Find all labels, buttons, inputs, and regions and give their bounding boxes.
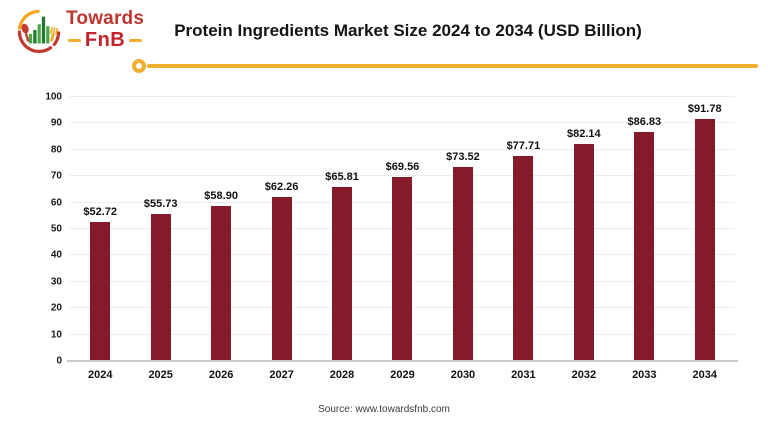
bar-value-label: $82.14	[567, 128, 601, 141]
y-axis-tick-label: 80	[50, 144, 62, 156]
divider-ring-icon	[132, 59, 146, 73]
bar-column-2025: $55.73	[130, 97, 190, 361]
x-axis-labels: 2024 2025 2026 2027 2028 2029 2030 2031 2032 2033…	[70, 369, 735, 381]
brand-dash-left	[67, 38, 81, 42]
x-axis-tick-label: 2027	[269, 369, 294, 381]
bar-column-2031: $77.71	[493, 97, 553, 361]
y-axis-tick-label: 50	[50, 223, 62, 235]
bar-column-2034: $91.78	[675, 97, 735, 361]
bar-column-2030: $73.52	[433, 97, 493, 361]
brand-name: Towards FnB	[66, 8, 144, 50]
y-axis-tick-label: 60	[50, 197, 62, 209]
bar	[573, 144, 594, 361]
y-axis-tick-label: 100	[45, 91, 62, 103]
y-axis-tick-label: 0	[56, 355, 62, 367]
fnb-emblem-icon	[17, 9, 61, 53]
bar-value-label: $69.56	[385, 161, 420, 174]
bar	[90, 221, 111, 361]
bar-column-2033: $86.83	[614, 97, 674, 361]
x-axis-tick-label: 2029	[390, 369, 415, 381]
x-axis-tick-label: 2024	[87, 369, 113, 381]
source-note: Source: www.towardsfnb.com	[318, 404, 450, 415]
brand-name-fnb: FnB	[84, 29, 126, 51]
gridline	[70, 175, 735, 177]
bar	[694, 118, 715, 361]
bar-value-label: $91.78	[687, 102, 722, 115]
y-axis: 0 10 20 30 40 50 60 70 80 90 100	[0, 92, 62, 367]
bar-value-label: $77.71	[506, 139, 541, 152]
bar-value-label: $52.72	[83, 205, 118, 218]
bar-column-2028: $65.81	[312, 97, 372, 361]
y-axis-tick-label: 70	[50, 170, 62, 182]
divider-line	[147, 64, 758, 68]
bar-value-label: $58.90	[204, 189, 238, 202]
y-axis-tick-label: 90	[50, 117, 62, 129]
plot-area: $52.72 $55.73 $58.90 $62.26 $65.81 $69.56 $73.…	[67, 96, 738, 362]
y-axis-tick-label: 20	[50, 302, 62, 314]
y-axis-tick-label: 10	[50, 329, 62, 341]
y-axis-tick-label: 40	[50, 249, 62, 261]
x-axis-tick-label: 2030	[450, 369, 476, 381]
brand-name-towards: Towards	[66, 8, 145, 29]
bar-value-label: $55.73	[143, 197, 178, 210]
x-axis-tick-label: 2032	[571, 369, 597, 381]
x-axis-tick-label: 2026	[208, 369, 234, 381]
x-axis-tick-label: 2025	[148, 369, 173, 381]
x-axis-tick-label: 2033	[632, 369, 657, 381]
x-axis-tick-label: 2028	[329, 369, 355, 381]
bar-value-label: $65.81	[325, 171, 359, 184]
brand-dash-right	[129, 38, 143, 42]
bar	[392, 177, 413, 361]
bar-column-2027: $62.26	[251, 97, 311, 361]
bar-column-2032: $82.14	[554, 97, 614, 361]
bar	[150, 213, 171, 361]
brand-logo: Towards FnB	[16, 8, 144, 54]
bar-value-label: $62.26	[264, 180, 299, 193]
bar-value-label: $86.83	[627, 115, 662, 128]
x-axis-tick-label: 2031	[511, 369, 536, 381]
gridline	[70, 96, 735, 97]
chart-title: Protein Ingredients Market Size 2024 to …	[174, 21, 642, 40]
bar	[634, 131, 655, 361]
bar-value-label: $73.52	[446, 150, 480, 163]
bar	[513, 155, 534, 361]
y-axis-tick-label: 30	[50, 276, 62, 288]
bar	[271, 196, 292, 361]
bar-column-2029: $69.56	[372, 97, 432, 361]
bar-column-2024: $52.72	[70, 97, 130, 361]
bar	[211, 205, 232, 361]
gridline	[70, 122, 735, 124]
bar-series: $52.72 $55.73 $58.90 $62.26 $65.81 $69.56 $73.…	[70, 97, 735, 361]
x-axis-tick-label: 2034	[692, 369, 717, 381]
bar	[332, 187, 353, 361]
x-axis-line	[67, 360, 738, 362]
bar-column-2026: $58.90	[191, 97, 251, 361]
gridline	[70, 148, 735, 150]
bar	[452, 166, 473, 361]
